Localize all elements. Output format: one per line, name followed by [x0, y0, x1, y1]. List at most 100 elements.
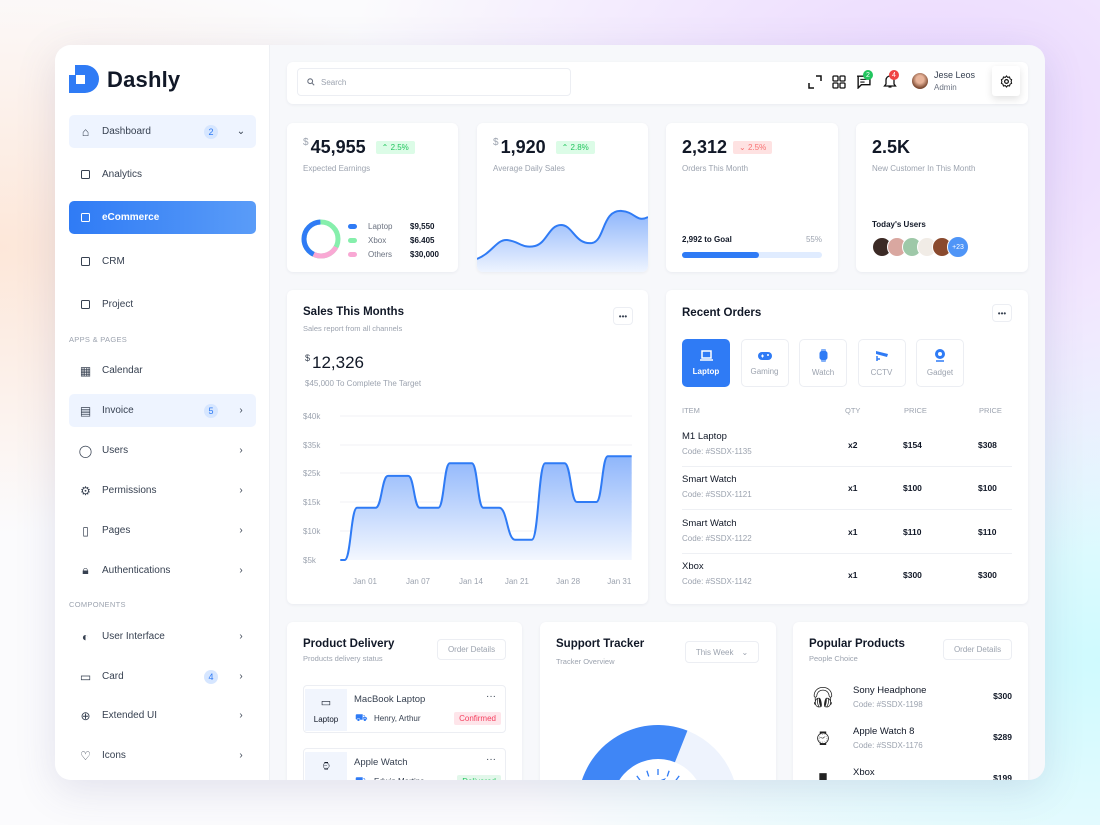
sidebar-item-extended-ui[interactable]: ⊕ Extended UI › — [69, 699, 256, 732]
legend-swatch — [348, 223, 357, 229]
column-header-price: PRICE — [904, 406, 927, 415]
fullscreen-icon[interactable] — [808, 75, 822, 89]
sidebar-item-dashboard[interactable]: ⌂ Dashboard 2 ⌄ — [69, 115, 256, 148]
legend-label: Others — [368, 249, 393, 259]
order-details-button[interactable]: Order Details — [943, 639, 1012, 660]
tab-laptop[interactable]: Laptop — [682, 339, 730, 387]
orders-card: 2,312 ⌄ 2.5% Orders This Month 2,992 to … — [666, 123, 838, 272]
tab-gaming[interactable]: Gaming — [740, 339, 789, 387]
notifications-button[interactable]: 4 — [883, 70, 899, 94]
column-header-item: ITEM — [682, 406, 700, 415]
search-input[interactable]: Search — [297, 68, 571, 96]
tab-label: Watch — [811, 368, 835, 377]
delivery-item[interactable]: ▭ Laptop MacBook Laptop ··· ⛟ Henry, Arthur Co… — [303, 685, 506, 733]
gear-icon: ⚙ — [80, 483, 91, 498]
period-select[interactable]: This Week ⌄ — [685, 641, 759, 663]
x-tick-label: Jan 21 — [505, 577, 530, 586]
settings-button[interactable] — [992, 66, 1020, 96]
sidebar-item-icons[interactable]: ♡ Icons › — [69, 739, 256, 772]
sidebar-section-label: APPS & PAGES — [69, 335, 128, 344]
chevron-down-icon: ⌄ — [741, 647, 749, 657]
tab-cctv[interactable]: CCTV — [857, 339, 906, 387]
brand-logo[interactable]: Dashly — [69, 65, 180, 95]
order-qty: x1 — [848, 483, 858, 494]
tab-gadget[interactable]: Gadget — [916, 339, 964, 387]
sales-more-button[interactable]: ••• — [613, 307, 633, 325]
sidebar-item-label: Users — [102, 445, 129, 456]
order-row[interactable]: Smart Watch Code: #SSDX-1121 x1 $100 $100 — [682, 467, 1012, 511]
sidebar-item-project[interactable]: Project — [69, 288, 256, 321]
x-tick-label: Jan 31 — [607, 577, 632, 586]
legend-item: Xbox $6.405 — [348, 233, 439, 247]
order-row[interactable]: Xbox Code: #SSDX-1142 x1 $300 $300 — [682, 554, 1012, 597]
todays-users-label: Today's Users — [872, 220, 926, 229]
laptop-icon — [699, 350, 713, 361]
gear-icon — [1000, 74, 1012, 88]
sidebar-item-label: Project — [102, 299, 134, 310]
earnings-label: Expected Earnings — [303, 164, 371, 173]
sidebar-item-pages[interactable]: ▯ Pages › — [69, 514, 256, 547]
webcam-icon — [934, 349, 946, 362]
todays-users-avatars[interactable]: +23 — [872, 236, 969, 258]
order-item-name: Smart Watch — [682, 474, 737, 486]
y-tick-label: $40k — [303, 412, 321, 421]
order-row[interactable]: Smart Watch Code: #SSDX-1122 x1 $110 $110 — [682, 511, 1012, 554]
more-options-icon[interactable]: ··· — [486, 691, 496, 702]
more-options-icon[interactable]: ··· — [486, 754, 496, 765]
sales-title: Sales This Months — [303, 306, 404, 318]
sidebar-item-analytics[interactable]: Analytics — [69, 158, 256, 191]
square-icon — [79, 255, 92, 268]
recent-orders-more-button[interactable]: ••• — [992, 304, 1012, 322]
chevron-right-icon: › — [239, 565, 243, 576]
sales-line — [340, 455, 632, 561]
tab-watch[interactable]: Watch — [799, 339, 847, 387]
palette-icon: ◐ — [81, 629, 90, 644]
chevron-down-icon: ⌄ — [236, 126, 246, 137]
order-details-button[interactable]: Order Details — [437, 639, 506, 660]
plus-circle-icon: ⊕ — [80, 708, 91, 723]
product-delivery-card: Product Delivery Products delivery statu… — [287, 622, 522, 780]
legend-value: $9,550 — [410, 221, 435, 231]
popular-product-item[interactable]: 🎧︎ Sony Headphone Code: #SSDX-1198 $300 — [809, 680, 1012, 716]
popular-title: Popular Products — [809, 638, 905, 650]
apps-grid-icon[interactable] — [832, 75, 846, 89]
sidebar-item-calendar[interactable]: ▦ Calendar — [69, 354, 256, 387]
popular-product-item[interactable]: ⌚︎ Apple Watch 8 Code: #SSDX-1176 $289 — [809, 721, 1012, 757]
sidebar-item-label: Icons — [102, 750, 126, 761]
delivery-status-badge: Confirmed — [454, 712, 501, 725]
popular-product-item[interactable]: ▮ Xbox $199 — [809, 762, 1012, 780]
delivery-type: ⌚︎ Watch — [305, 752, 347, 780]
sidebar-item-users[interactable]: ◯ Users › — [69, 434, 256, 467]
sidebar-item-user-interface[interactable]: ◐ User Interface › — [69, 620, 256, 653]
sidebar-item-ecommerce[interactable]: eCommerce — [69, 201, 256, 234]
sidebar-item-label: Calendar — [102, 365, 143, 376]
orders-label: Orders This Month — [682, 164, 749, 173]
sales-area-chart: $5k $10k $15k $25k $35k $40k Jan 01 Jan 07 Jan 1… — [303, 412, 632, 586]
order-item-code: Code: #SSDX-1122 — [682, 533, 752, 543]
card-icon: ▭ — [79, 669, 92, 684]
currency-symbol: $ — [305, 353, 311, 363]
sidebar-item-authentications[interactable]: 🔒︎ Authentications › — [69, 554, 256, 587]
sidebar-item-label: Analytics — [102, 169, 143, 180]
sidebar-item-invoice[interactable]: ▤ Invoice 5 › — [69, 394, 256, 427]
sidebar-item-card[interactable]: ▭ Card 4 › — [69, 660, 256, 693]
chevron-right-icon: › — [239, 485, 243, 496]
messages-button[interactable]: 2 — [856, 70, 873, 94]
x-tick-label: Jan 07 — [406, 577, 431, 586]
delivery-item[interactable]: ⌚︎ Watch Apple Watch ··· ⛟ Edwin Martins Deliv… — [303, 748, 506, 780]
sidebar-item-crm[interactable]: CRM — [69, 245, 256, 278]
currency-symbol: $ — [303, 137, 309, 148]
goal-progress-bar — [682, 252, 822, 258]
sidebar-item-label: Permissions — [102, 485, 157, 496]
tab-label: CCTV — [870, 367, 893, 377]
earnings-donut-chart — [301, 219, 341, 259]
column-header-total: PRICE — [979, 406, 1002, 415]
daily-sales-change-badge: ⌃ 2.8% — [555, 141, 595, 154]
order-qty: x1 — [848, 569, 858, 580]
order-row[interactable]: M1 Laptop Code: #SSDX-1135 x2 $154 $308 — [682, 424, 1012, 467]
user-menu[interactable]: Jese Leos Admin — [912, 70, 975, 92]
gauge-fill — [582, 725, 688, 780]
daily-sales-value: 1,920 — [500, 137, 546, 157]
sidebar-item-permissions[interactable]: ⚙ Permissions › — [69, 474, 256, 507]
sidebar-item-label: Dashboard — [102, 126, 151, 137]
